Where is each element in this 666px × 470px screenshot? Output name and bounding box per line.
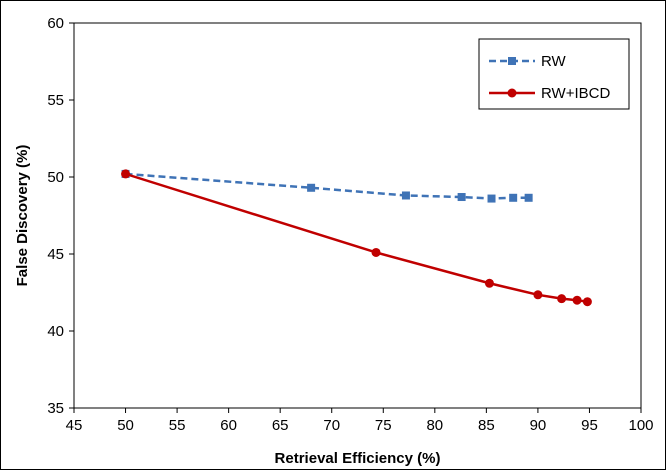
legend-marker (508, 57, 516, 65)
data-point (307, 183, 316, 192)
data-point (572, 295, 582, 305)
y-tick-label: 45 (47, 246, 64, 263)
series-layer (121, 169, 592, 307)
x-tick-label: 50 (117, 417, 134, 434)
x-tick-label: 70 (323, 417, 340, 434)
legend-label: RW (541, 53, 567, 70)
legend-item-rw: RW (489, 53, 567, 70)
x-tick-label: 55 (169, 417, 186, 434)
legend-marker (507, 88, 517, 98)
legend: RW RW+IBCD (478, 38, 630, 110)
data-point (457, 193, 466, 202)
x-axis-title: Retrieval Efficiency (%) (275, 450, 441, 467)
data-point (371, 247, 381, 257)
x-tick-label: 60 (220, 417, 237, 434)
y-tick-label: 35 (47, 400, 64, 417)
plot-area-border (73, 22, 642, 409)
data-point (487, 194, 496, 203)
x-tick-label: 90 (530, 417, 547, 434)
data-point (582, 297, 592, 307)
axes (73, 22, 642, 409)
data-point (484, 278, 494, 288)
tick-labels: 45 50 55 60 65 70 75 80 85 90 95 100 35 40 45 50 55 60 (47, 15, 653, 434)
y-axis-title: False Discovery (%) (14, 145, 31, 287)
x-tick-label: 85 (478, 417, 495, 434)
data-point (121, 169, 131, 179)
series-line (125, 172, 588, 303)
legend-box (478, 38, 630, 110)
x-tick-label: 45 (66, 417, 83, 434)
data-point (401, 191, 410, 200)
data-point (533, 290, 543, 300)
x-tick-label: 75 (375, 417, 392, 434)
legend-label: RW+IBCD (541, 85, 610, 102)
data-point (524, 193, 533, 202)
series-rw-ibcd (121, 169, 592, 307)
legend-item-rw-ibcd: RW+IBCD (489, 85, 610, 102)
y-tick-label: 40 (47, 323, 64, 340)
y-tick-label: 55 (47, 92, 64, 109)
x-tick-label: 100 (628, 417, 653, 434)
legend-items: RW RW+IBCD (489, 53, 610, 102)
y-tick-label: 60 (47, 15, 64, 32)
x-tick-label: 95 (581, 417, 598, 434)
data-point (557, 294, 567, 304)
series-line (125, 172, 529, 200)
series-rw (121, 169, 533, 203)
y-tick-label: 50 (47, 169, 64, 186)
x-tick-label: 65 (272, 417, 289, 434)
x-tick-label: 80 (426, 417, 443, 434)
data-point (509, 193, 518, 202)
